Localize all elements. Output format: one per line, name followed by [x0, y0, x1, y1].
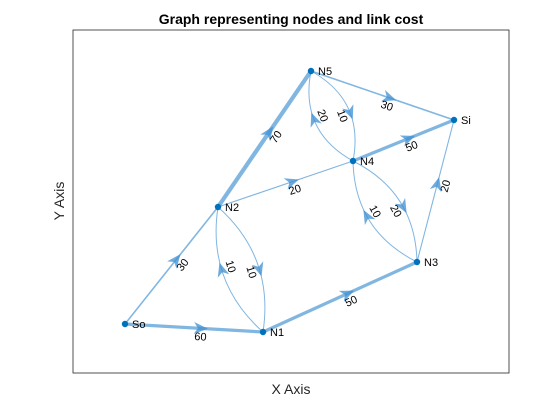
edge-arrow-N4-N3 — [394, 197, 407, 214]
edge-arrow-N5-Si — [381, 90, 397, 102]
edge-arrow-N4-Si — [399, 135, 416, 147]
x-axis-label: X Axis — [272, 381, 311, 397]
edge-label-N5-N4: 10 — [334, 108, 350, 124]
edge-arrow-N2-N1 — [251, 261, 264, 277]
edge-label-N3-Si: 20 — [439, 179, 454, 194]
node-si — [450, 116, 458, 124]
edge-layer — [124, 69, 455, 334]
edge-label-N4-N5: 20 — [314, 108, 330, 124]
edge-N4-N5 — [308, 70, 354, 162]
node-label-n2: N2 — [225, 202, 239, 214]
edge-N5-N4 — [310, 70, 356, 162]
node-label-n4: N4 — [360, 156, 374, 168]
edge-arrow-N3-Si — [429, 177, 442, 193]
node-label-n3: N3 — [424, 257, 438, 269]
edge-label-N2-N5: 70 — [268, 129, 285, 146]
edge-label-N5-Si: 30 — [379, 99, 394, 114]
node-n5 — [307, 67, 315, 75]
edge-N2-N5 — [216, 69, 313, 209]
edge-label-So-N2: 30 — [175, 257, 192, 274]
edge-label-N2-N4: 20 — [287, 183, 302, 198]
edge-So-N2 — [124, 206, 219, 325]
edge-label-N1-N2: 10 — [223, 259, 238, 274]
edge-label-So-N1: 60 — [194, 331, 207, 344]
edge-arrow-N4-N5 — [310, 112, 322, 128]
edge-N5-Si — [310, 70, 455, 121]
edge-label-N4-N3: 20 — [387, 203, 403, 220]
edge-N1-N2 — [215, 206, 264, 333]
edge-arrow-So-N2 — [167, 254, 181, 269]
edge-N4-Si — [352, 118, 455, 163]
node-n4 — [349, 157, 357, 165]
edge-N2-N4 — [217, 160, 354, 208]
node-label-so: So — [132, 319, 145, 331]
edge-arrow-So-N1 — [193, 322, 208, 334]
edge-arrow-N3-N4 — [363, 209, 376, 226]
node-layer: So N1 N2 N3 N4 N5 Si — [121, 66, 471, 339]
edge-N3-N4 — [352, 160, 418, 263]
edge-arrow-N5-N4 — [342, 104, 354, 120]
node-so — [121, 320, 129, 328]
edge-label-N2-N1: 10 — [243, 265, 258, 280]
edge-arrow-N2-N5 — [260, 126, 274, 142]
edge-N1-N3 — [262, 260, 418, 334]
edge-arrow-N1-N3 — [338, 290, 355, 302]
node-n2 — [214, 203, 222, 211]
diagram-title: Graph representing nodes and link cost — [159, 11, 424, 27]
node-label-si: Si — [461, 115, 471, 127]
edge-arrow-N2-N4 — [283, 178, 299, 190]
y-axis-label: Y Axis — [51, 182, 67, 221]
node-n1 — [259, 328, 267, 336]
edge-label-N4-Si: 50 — [404, 139, 420, 155]
edge-arrow-N1-N2 — [217, 262, 230, 278]
node-n3 — [413, 258, 421, 266]
edge-N3-Si — [416, 119, 455, 263]
node-label-n5: N5 — [318, 66, 332, 78]
edge-N4-N3 — [352, 160, 418, 263]
edge-label-N3-N4: 10 — [366, 203, 382, 220]
plot-frame — [72, 29, 510, 374]
edge-N2-N1 — [217, 206, 266, 333]
edge-label-N1-N3: 50 — [343, 294, 359, 310]
node-label-n1: N1 — [270, 327, 284, 339]
edge-So-N1 — [124, 322, 264, 334]
